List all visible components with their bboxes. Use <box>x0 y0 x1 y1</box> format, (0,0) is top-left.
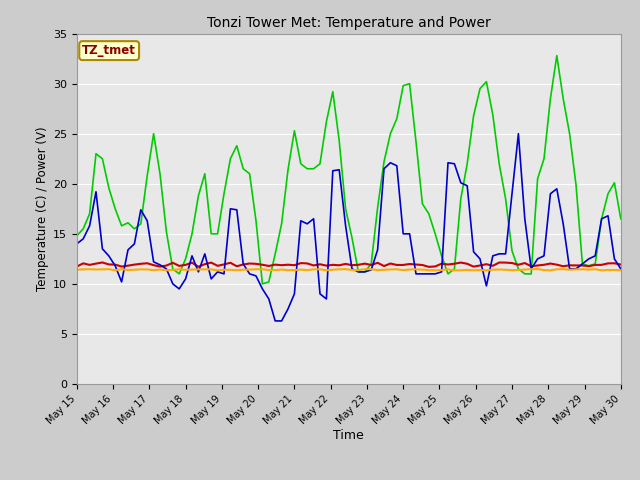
Air T <box>99 246 106 252</box>
Battery V <box>342 261 349 267</box>
Solar V <box>73 267 81 273</box>
Air T <box>86 223 93 228</box>
Line: Battery V: Battery V <box>77 263 621 267</box>
Solar V <box>547 267 554 273</box>
Panel T <box>73 233 81 239</box>
Panel T <box>495 161 503 167</box>
Air T <box>547 191 554 197</box>
Panel T <box>540 156 548 162</box>
Panel T <box>342 206 349 212</box>
Solar V <box>99 266 106 272</box>
Solar V <box>131 267 138 273</box>
Text: TZ_tmet: TZ_tmet <box>82 44 136 57</box>
Solar V <box>342 266 349 272</box>
X-axis label: Time: Time <box>333 429 364 442</box>
Solar V <box>86 266 93 272</box>
Panel T <box>553 53 561 59</box>
Panel T <box>259 281 266 287</box>
Solar V <box>214 267 221 273</box>
Panel T <box>86 211 93 216</box>
Battery V <box>617 262 625 267</box>
Panel T <box>131 226 138 232</box>
Title: Tonzi Tower Met: Temperature and Power: Tonzi Tower Met: Temperature and Power <box>207 16 491 30</box>
Battery V <box>502 260 509 265</box>
Battery V <box>547 261 554 266</box>
Panel T <box>617 216 625 222</box>
Solar V <box>617 267 625 273</box>
Air T <box>495 251 503 257</box>
Battery V <box>99 260 106 265</box>
Air T <box>131 241 138 247</box>
Y-axis label: Temperature (C) / Power (V): Temperature (C) / Power (V) <box>36 127 49 291</box>
Battery V <box>105 262 113 267</box>
Battery V <box>86 262 93 268</box>
Line: Solar V: Solar V <box>77 269 621 270</box>
Line: Air T: Air T <box>77 134 621 321</box>
Solar V <box>495 266 503 272</box>
Battery V <box>425 264 433 270</box>
Battery V <box>137 261 145 267</box>
Battery V <box>73 264 81 269</box>
Air T <box>342 223 349 228</box>
Solar V <box>534 266 541 272</box>
Panel T <box>99 156 106 162</box>
Line: Panel T: Panel T <box>77 56 621 284</box>
Air T <box>515 131 522 137</box>
Air T <box>73 241 81 247</box>
Air T <box>271 318 279 324</box>
Air T <box>617 266 625 272</box>
